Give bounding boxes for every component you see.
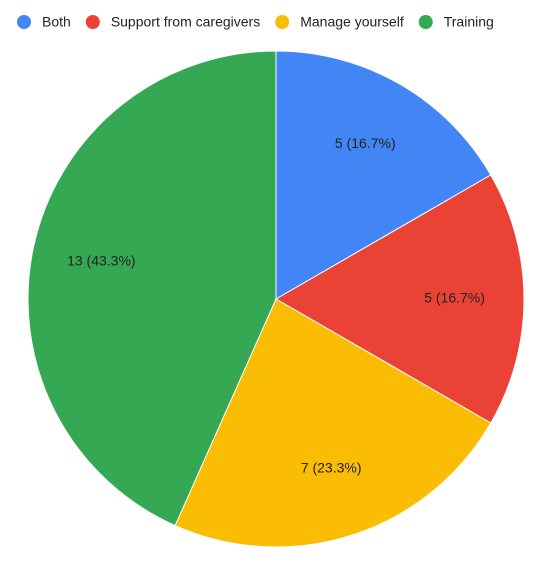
data-label: 5 (16.7%)	[424, 290, 485, 306]
pie-slice	[275, 50, 492, 300]
legend-label: Both	[42, 14, 71, 30]
data-label: 5 (16.7%)	[335, 135, 396, 151]
legend-marker	[85, 15, 100, 29]
legend-label: Training	[444, 14, 494, 30]
legend-marker	[17, 15, 31, 29]
pie-slice	[174, 298, 492, 548]
data-label: 13 (43.3%)	[67, 253, 135, 269]
legend-label: Support from caregivers	[111, 14, 260, 30]
pie-slice	[275, 174, 525, 424]
legend-marker	[418, 15, 433, 29]
legend-marker	[275, 15, 290, 29]
pie-slice	[27, 50, 277, 527]
data-label: 7 (23.3%)	[301, 460, 362, 476]
legend-label: Manage yourself	[300, 14, 404, 30]
